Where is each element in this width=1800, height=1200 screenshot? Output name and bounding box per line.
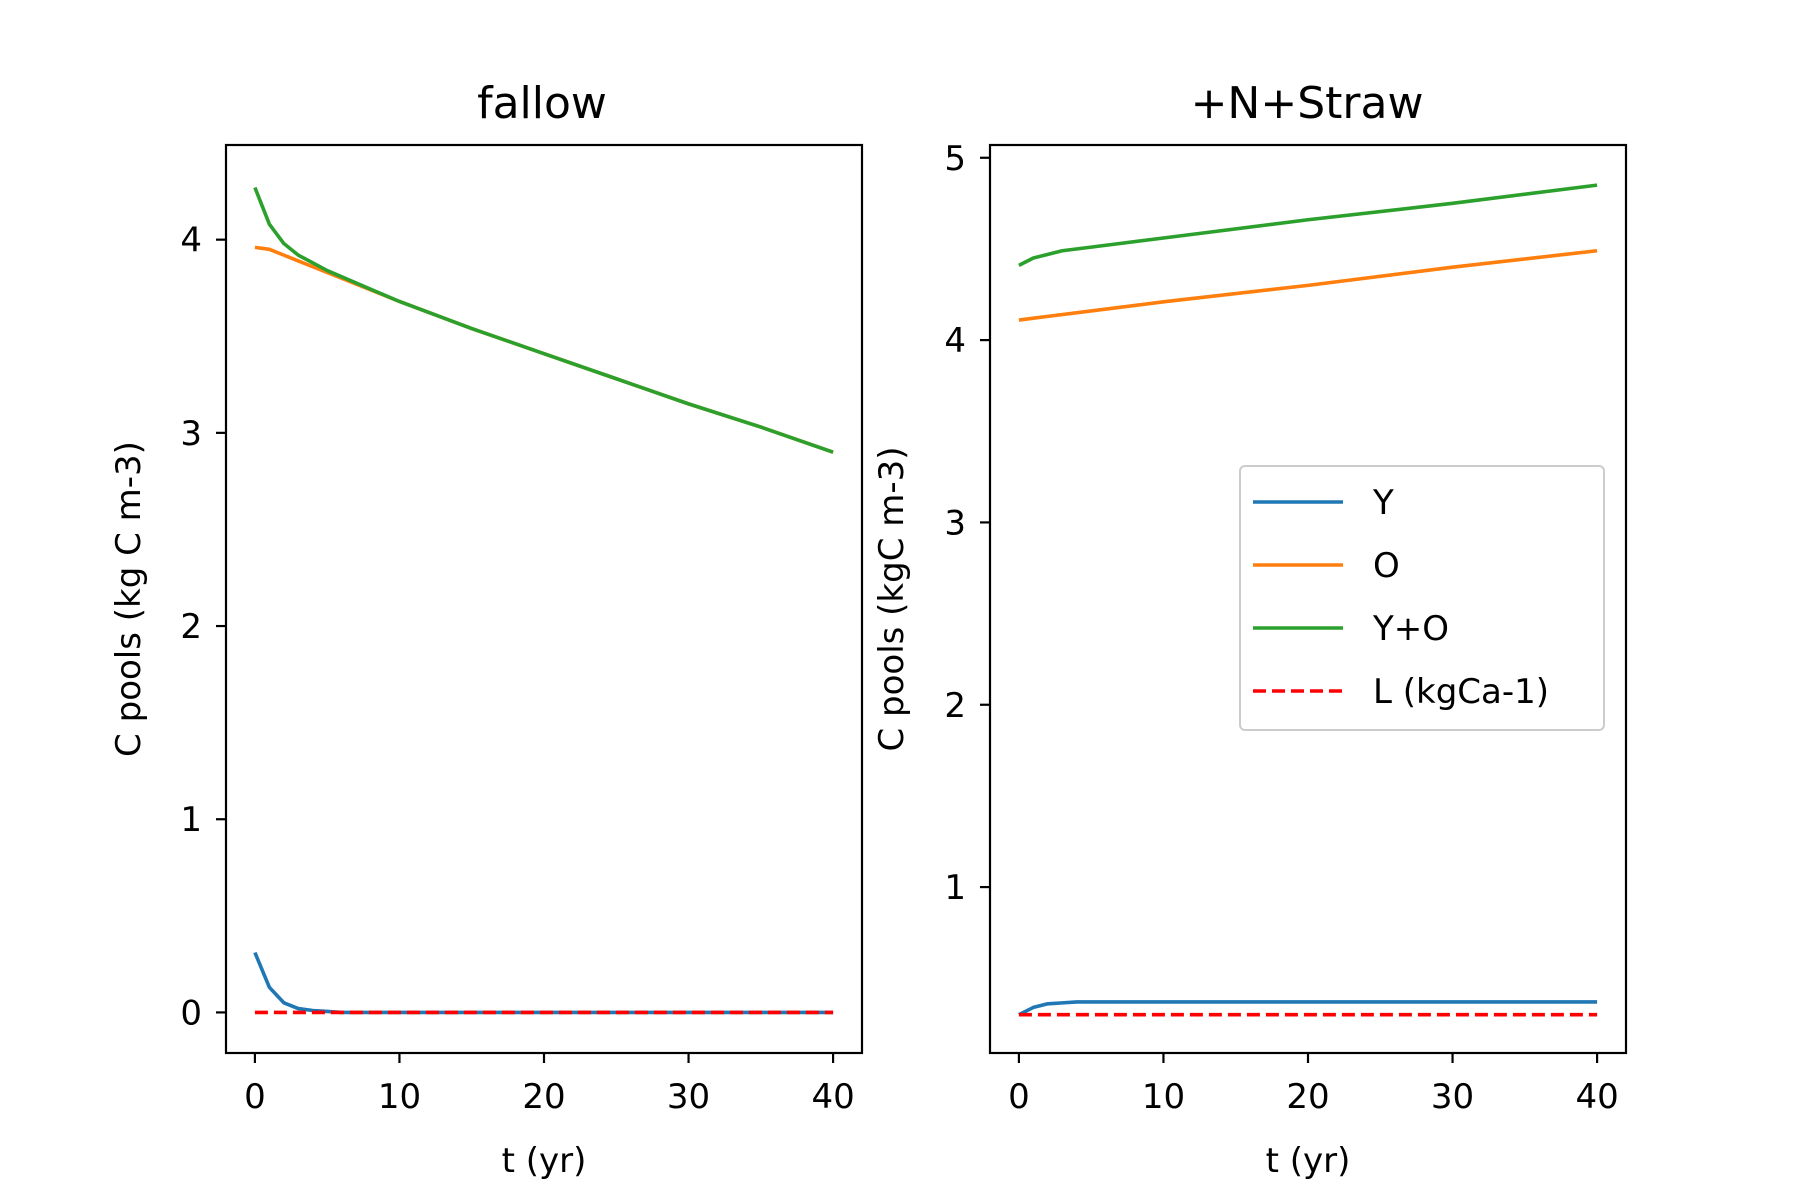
x-tick-label: 30 xyxy=(667,1077,710,1117)
plot-area xyxy=(253,186,834,1015)
x-tick-label: 20 xyxy=(522,1077,565,1117)
legend-label-y: Y xyxy=(1372,483,1394,523)
y-tick-label: 2 xyxy=(180,607,202,647)
x-tick-label: 10 xyxy=(1142,1077,1185,1117)
chart-title: fallow xyxy=(477,78,607,129)
y-tick-label: 1 xyxy=(944,868,966,908)
series-line-y-o xyxy=(253,186,834,454)
series-line-y xyxy=(1018,1000,1598,1017)
y-axis-label: C pools (kgC m-3) xyxy=(872,446,912,751)
y-tick-label: 3 xyxy=(944,503,966,543)
series-line-o xyxy=(1018,248,1598,322)
x-axis-label: t (yr) xyxy=(502,1141,587,1181)
x-tick-label: 20 xyxy=(1286,1077,1329,1117)
panel-n-straw: +N+Straw 0 10 20 30 40 1 2 3 4 5 t (yr) C pools … xyxy=(872,78,1628,1181)
y-axis-ticks: 0 1 2 3 4 xyxy=(180,221,226,1033)
y-tick-label: 4 xyxy=(180,221,202,261)
y-tick-label: 4 xyxy=(944,321,966,361)
legend-label-l: L (kgCa-1) xyxy=(1373,672,1549,712)
legend-label-y-plus-o: Y+O xyxy=(1372,609,1449,649)
y-tick-label: 3 xyxy=(180,414,202,454)
series-line-y-o xyxy=(1018,183,1598,267)
y-tick-label: 1 xyxy=(180,800,202,840)
x-axis-ticks: 0 10 20 30 40 xyxy=(1008,1053,1619,1117)
x-tick-label: 0 xyxy=(244,1077,266,1117)
x-axis-ticks: 0 10 20 30 40 xyxy=(244,1053,855,1117)
legend-box xyxy=(1239,465,1605,731)
x-axis-label: t (yr) xyxy=(1266,1141,1351,1181)
x-tick-label: 40 xyxy=(1575,1077,1618,1117)
y-axis-ticks: 1 2 3 4 5 xyxy=(944,139,990,908)
plot-area xyxy=(1018,183,1598,1017)
y-axis-label: C pools (kg C m-3) xyxy=(109,441,149,757)
axes-frame xyxy=(224,143,864,1055)
x-tick-label: 10 xyxy=(378,1077,421,1117)
x-tick-label: 40 xyxy=(811,1077,854,1117)
y-tick-label: 2 xyxy=(944,686,966,726)
axes-frame xyxy=(988,143,1628,1055)
y-tick-label: 0 xyxy=(180,993,202,1033)
x-tick-label: 30 xyxy=(1431,1077,1474,1117)
series-line-y xyxy=(253,951,834,1015)
y-tick-label: 5 xyxy=(944,139,966,179)
chart-title: +N+Straw xyxy=(1191,78,1424,129)
legend-label-o: O xyxy=(1373,546,1400,586)
x-tick-label: 0 xyxy=(1008,1077,1030,1117)
panel-fallow: fallow 0 10 20 30 40 0 1 2 3 4 t (yr) C pools (k… xyxy=(109,78,864,1181)
legend: Y O Y+O L (kgCa-1) xyxy=(1239,465,1605,731)
